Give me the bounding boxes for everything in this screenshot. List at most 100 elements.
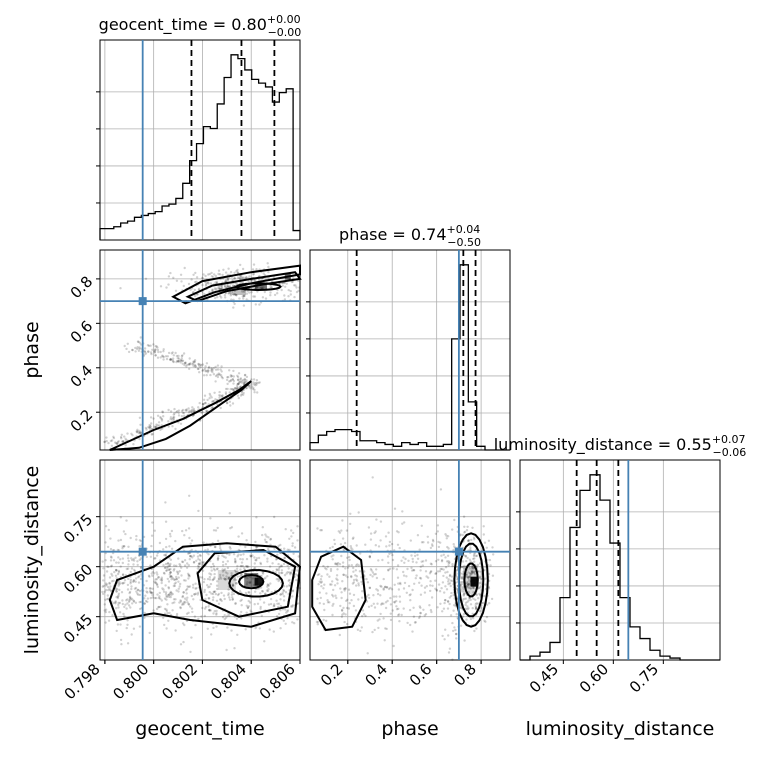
sample-point [422,560,425,563]
sample-point [134,586,138,590]
sample-point [196,555,200,558]
sample-point [151,596,154,599]
sample-point [207,282,210,285]
sample-point [345,606,349,610]
sample-point [229,270,233,274]
sample-point [128,599,131,602]
sample-point [193,360,196,364]
sample-point [286,610,289,613]
sample-point [172,354,175,357]
sample-point [230,388,234,391]
sample-point [446,554,450,557]
sample-point [203,607,207,610]
sample-point [267,584,271,587]
sample-point [169,567,172,571]
sample-point [347,607,351,610]
sample-point [187,602,190,606]
sample-point [146,597,150,600]
sample-point [210,275,214,278]
sample-point [243,374,247,377]
sample-point [347,588,351,591]
sample-point [455,587,458,590]
sample-point [179,599,182,602]
sample-point [296,569,299,572]
sample-point [103,590,107,593]
sample-point [165,569,168,572]
sample-point [252,273,255,276]
sample-point [175,570,179,573]
sample-point [230,291,233,294]
sample-point [475,627,478,630]
sample-point [108,587,111,590]
sample-point [216,364,220,367]
sample-point [259,607,262,610]
sample-point [352,566,355,570]
sample-point [161,411,164,414]
sample-point [270,286,274,289]
sample-point [448,647,452,650]
sample-point [203,614,206,618]
sample-point [133,587,137,590]
sample-point [229,379,232,383]
sample-point [280,569,284,572]
sample-point [105,588,108,592]
sample-point [107,588,110,592]
sample-point [162,548,165,551]
sample-point [213,273,216,276]
sample-point [170,575,173,578]
sample-point [391,553,394,557]
sample-point [219,394,222,397]
sample-point [117,584,120,587]
sample-point [197,617,200,621]
sample-point [226,626,229,629]
sample-point [164,520,168,523]
sample-point [155,571,158,574]
sample-point [390,542,394,546]
sample-point [223,614,226,617]
sample-point [159,597,162,600]
sample-point [198,559,202,562]
sample-point [371,575,374,578]
sample-point [156,346,159,349]
sample-point [211,368,214,372]
sample-point [447,580,450,583]
sample-point [166,611,169,615]
sample-point [283,557,286,560]
sample-point [168,593,171,597]
sample-point [235,570,238,573]
sample-point [162,588,165,591]
sample-point [174,351,177,355]
sample-point [429,562,433,565]
sample-point [192,360,195,363]
sample-point [473,557,476,560]
sample-point [331,580,334,583]
sample-point [105,583,109,586]
sample-point [451,564,454,568]
sample-point [346,575,349,579]
sample-point [365,600,369,603]
sample-point [439,602,442,605]
sample-point [276,292,279,295]
x-tick-label: 0.802 [158,660,201,703]
sample-point [175,354,179,358]
sample-point [269,602,273,606]
sample-point [116,596,120,600]
sample-point [138,625,142,628]
sample-point [415,574,418,577]
sample-point [154,354,157,357]
sample-point [224,556,227,559]
sample-point [447,564,450,567]
sample-point [156,424,159,427]
sample-point [231,597,235,601]
sample-point [455,637,458,640]
sample-point [318,602,321,605]
sample-point [225,402,229,405]
sample-point [233,277,236,280]
sample-point [138,607,142,611]
sample-point [461,572,464,576]
sample-point [214,398,217,401]
sample-point [117,440,120,443]
sample-point [449,579,452,582]
sample-point [471,607,474,610]
sample-point [191,363,194,366]
